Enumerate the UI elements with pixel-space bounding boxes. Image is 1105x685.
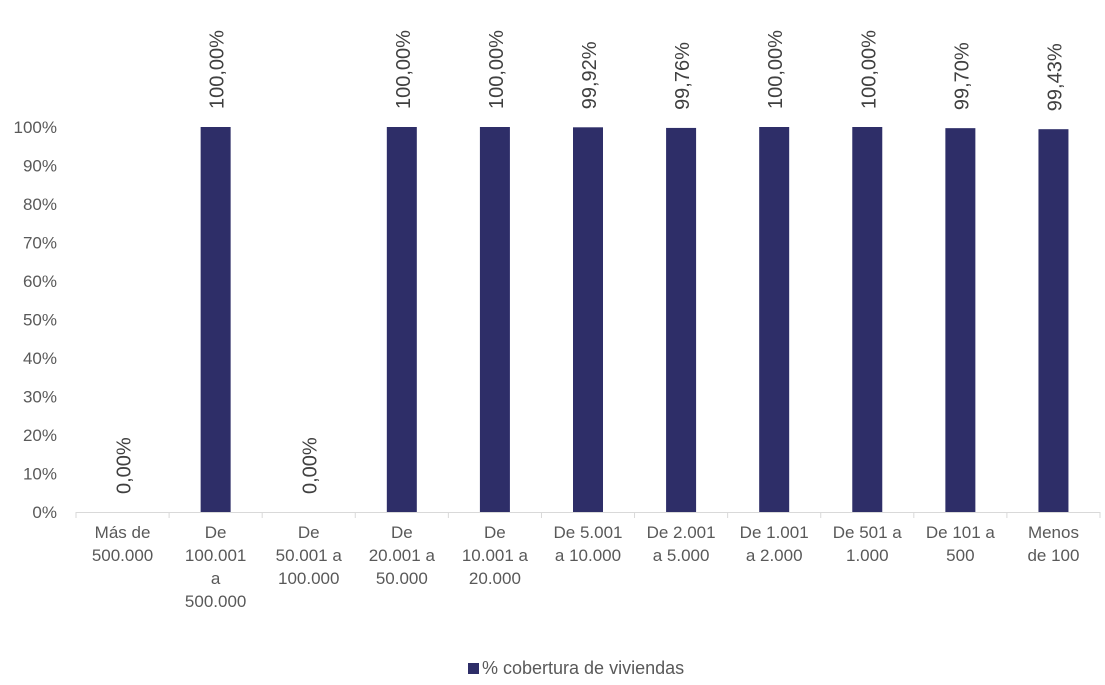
data-label: 99,92% <box>579 41 601 109</box>
data-label: 100,00% <box>765 30 787 109</box>
bar <box>1038 129 1069 512</box>
y-tick-label: 50% <box>23 311 57 330</box>
y-tick-label: 10% <box>23 465 57 484</box>
bar <box>945 128 976 512</box>
x-tick-label: De 501 a 1.000 <box>833 523 903 565</box>
bars <box>200 127 1069 513</box>
bar <box>479 127 510 512</box>
y-tick-label: 60% <box>23 272 57 291</box>
y-tick-label: 20% <box>23 426 57 445</box>
x-tick-label: De 1.001 a 2.000 <box>740 523 809 565</box>
y-tick-label: 100% <box>14 118 57 137</box>
bar <box>666 127 697 512</box>
data-label: 99,43% <box>1044 43 1066 111</box>
bar <box>759 127 790 512</box>
x-tick-label: De 2.001 a 5.000 <box>647 523 716 565</box>
y-tick-label: 70% <box>23 234 57 253</box>
data-label: 0,00% <box>114 437 136 494</box>
x-axis: Más de 500.000 De 100.001 a 500.000 De 50.001 a… <box>75 512 1101 611</box>
data-label: 100,00% <box>207 30 229 109</box>
x-tick-label: De 20.001 a 50.000 <box>369 523 436 588</box>
x-tick-label: Menos de 100 <box>1027 523 1079 565</box>
legend-swatch <box>468 663 479 674</box>
data-label: 100,00% <box>486 30 508 109</box>
y-tick-label: 40% <box>23 349 57 368</box>
legend: % cobertura de viviendas <box>468 658 684 678</box>
x-tick-label: De 101 a 500 <box>926 523 996 565</box>
y-axis: 0% 10% 20% 30% 40% 50% 60% 70% 80% 90% 100% <box>14 118 57 522</box>
data-label: 100,00% <box>858 30 880 109</box>
bar <box>852 127 883 512</box>
data-label: 0,00% <box>300 437 322 494</box>
x-tick-label: De 50.001 a 100.000 <box>276 523 343 588</box>
legend-label: % cobertura de viviendas <box>482 658 684 678</box>
bar <box>200 127 231 512</box>
data-label: 99,76% <box>672 42 694 110</box>
y-tick-label: 30% <box>23 388 57 407</box>
y-tick-label: 80% <box>23 195 57 214</box>
x-tick-label: De 100.001 a 500.000 <box>185 523 246 611</box>
x-tick-label: De 5.001 a 10.000 <box>554 523 623 565</box>
data-label: 99,70% <box>951 42 973 110</box>
data-labels: 0,00% 100,00% 0,00% 100,00% 100,00% 99,92% 99,… <box>114 30 1067 494</box>
y-tick-label: 0% <box>32 503 57 522</box>
bar <box>573 127 603 513</box>
y-tick-label: 90% <box>23 157 57 176</box>
x-tick-label: Más de 500.000 <box>92 523 153 565</box>
bar <box>386 127 417 512</box>
data-label: 100,00% <box>393 30 415 109</box>
x-tick-label: De 10.001 a 20.000 <box>462 523 529 588</box>
